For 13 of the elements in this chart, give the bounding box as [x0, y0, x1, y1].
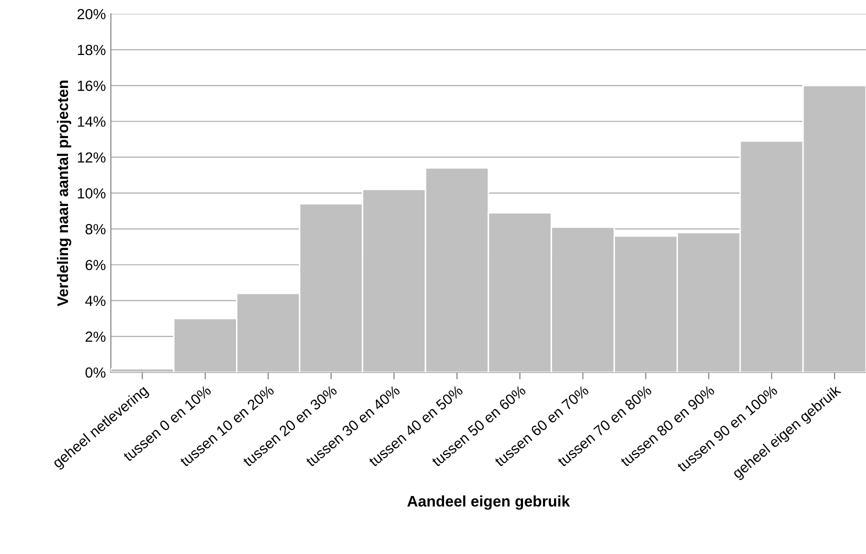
y-tick-label: 18% [78, 44, 106, 56]
y-axis-title: Verdeling naar aantal projecten [56, 80, 72, 306]
x-axis-title: Aandeel eigen gebruik [407, 495, 570, 510]
y-tick-label: 16% [78, 80, 106, 91]
y-tick-label: 12% [78, 152, 106, 163]
y-tick-label: 0% [85, 367, 106, 378]
y-tick-label: 10% [78, 188, 106, 198]
y-tick-label: 6% [86, 260, 106, 270]
y-tick-label: 8% [86, 224, 106, 234]
y-tick-label: 4% [85, 296, 106, 306]
y-tick-label: 14% [78, 116, 106, 127]
y-tick-label: 20% [78, 8, 106, 20]
y-tick-label: 2% [86, 332, 106, 342]
